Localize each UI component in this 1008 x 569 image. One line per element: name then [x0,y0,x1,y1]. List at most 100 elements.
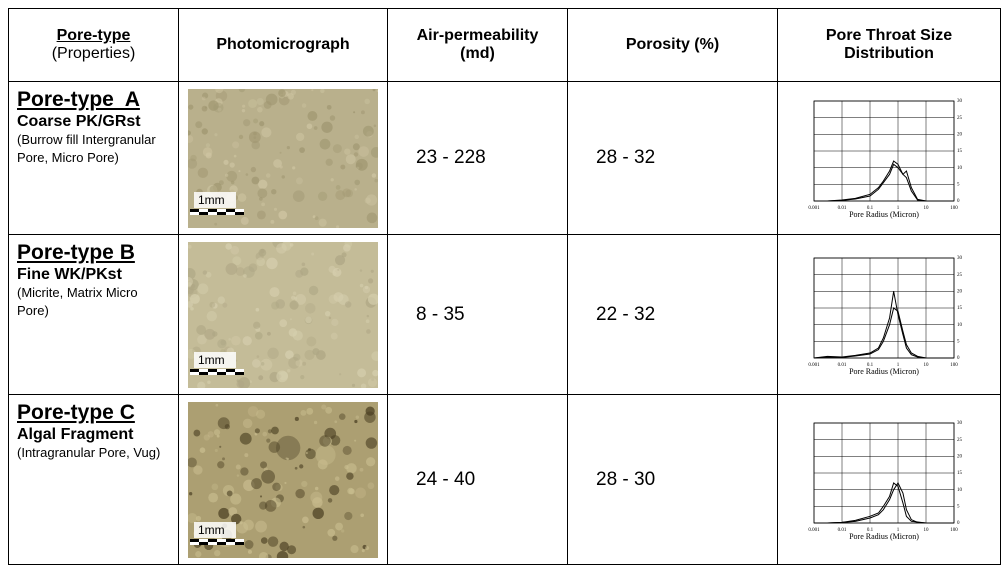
grain [190,293,200,303]
grain [302,361,306,365]
grain [358,146,369,157]
grain [238,193,247,202]
grain [366,457,375,466]
grain [255,520,267,532]
grain [271,301,279,309]
grain [248,406,259,417]
grain [347,487,354,494]
grain [245,540,254,549]
grain [193,429,200,436]
grain [344,511,352,519]
y-tick-label: 10 [957,322,963,327]
scale-bar-segment [226,369,235,372]
grain [335,476,340,481]
scale-bar-segment [235,212,244,215]
grain [222,457,225,460]
grain [305,303,316,314]
header-cell: Pore Throat Size Distribution [778,9,1001,82]
grain [354,188,357,191]
grain [287,92,294,99]
grain [354,419,357,422]
grain [237,474,239,476]
grain [291,295,295,299]
photomicrograph: 1mm [188,242,378,388]
facies: Algal Fragment [17,425,172,444]
permeability: 23 - 228 [388,82,568,235]
grain [309,285,318,294]
grain [303,525,306,528]
grain [306,336,316,346]
scale-label: 1mm [198,523,225,537]
grain [268,429,272,433]
grain [365,546,369,550]
grain [292,166,295,169]
grain [252,176,260,184]
grain [205,106,207,108]
grain [240,467,248,475]
grain [314,420,317,423]
grain [257,210,266,219]
grain [204,328,215,339]
grain [261,537,268,544]
facies: Coarse PK/GRst [17,112,172,131]
grain [355,134,359,138]
x-axis-label: Pore Radius (Micron) [849,210,919,219]
table-row: Pore-type ACoarse PK/GRst(Burrow fill In… [9,82,1001,235]
grain [354,439,356,441]
grain [328,498,332,502]
grain [306,407,313,414]
grain [293,190,305,202]
grain [329,316,331,318]
grain [329,265,336,272]
grain [329,485,339,495]
grain [305,316,312,323]
grain [356,162,363,169]
distribution-curve [814,483,954,523]
grain [337,268,339,270]
grain [296,177,303,184]
grain [274,207,277,210]
description: (Intragranular Pore, Vug) [17,444,172,462]
grain [262,431,267,436]
y-tick-label: 30 [957,421,963,426]
grain [314,126,318,130]
grain [368,377,377,386]
grain [299,464,303,468]
grain [214,550,220,556]
grain [209,301,215,307]
grain [239,521,242,524]
table-row: Pore-type CAlgal Fragment(Intragranular … [9,395,1001,565]
chart-cell: 0510152025300.0010.010.1110100Pore Radiu… [778,82,1001,235]
grain [366,194,377,205]
scale-bar-segment [190,372,199,375]
grain [216,403,219,406]
grain [189,492,192,495]
x-tick-label: 10 [924,363,930,368]
y-tick-label: 15 [957,149,963,154]
grain [350,545,358,553]
grain [364,411,375,422]
grain [282,175,285,178]
grain [190,154,196,160]
grain [278,210,287,219]
grain [261,202,265,206]
grain [259,121,264,126]
grain [269,441,281,453]
grain [270,219,274,223]
grain [295,488,304,497]
photomicrograph: 1mm [188,402,378,558]
y-tick-label: 25 [957,116,963,121]
grain [327,528,335,536]
grain [331,178,334,181]
grain [360,269,362,271]
grain [237,379,240,382]
grain [260,495,262,497]
grain [193,465,202,474]
grain [342,252,347,257]
x-tick-label: 100 [950,528,958,533]
y-tick-label: 15 [957,306,963,311]
grain [339,373,341,375]
grain [257,97,264,104]
scale-bar-segment [208,542,217,545]
grain [217,339,226,348]
